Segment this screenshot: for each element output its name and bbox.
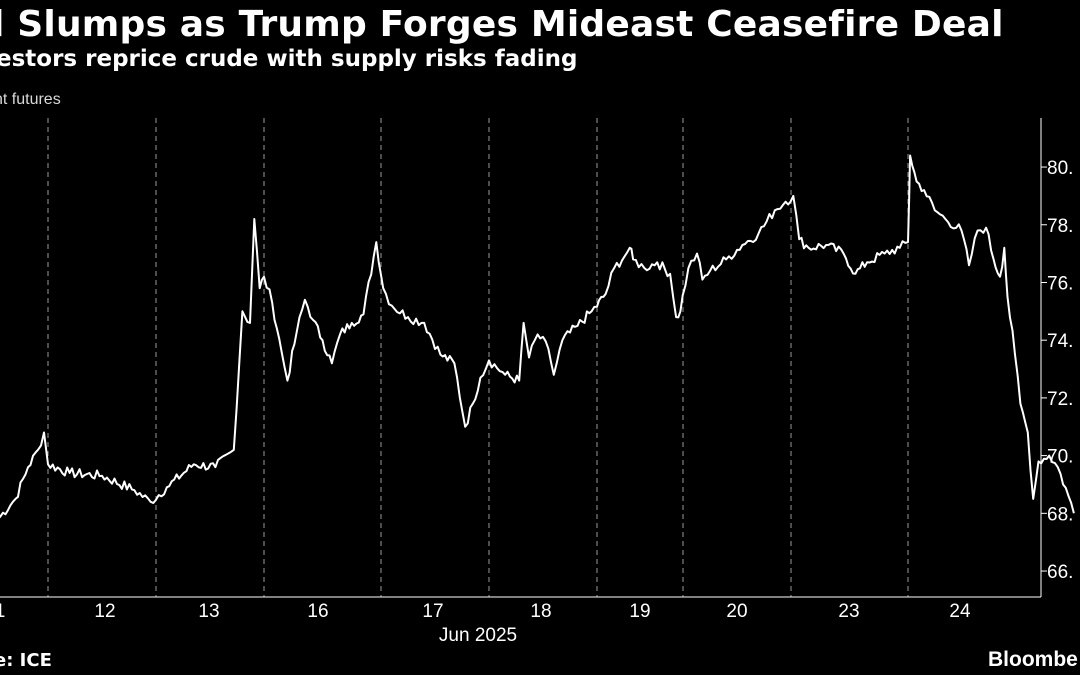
price-series-line: [0, 154, 1075, 519]
y-axis-ticks: 66.68.70.72.74.76.78.80.: [1041, 158, 1073, 583]
x-axis-ticks: 1 12 13 16 17 18 19 20 23 24: [0, 601, 971, 622]
x-tick-label: 18: [530, 601, 551, 622]
y-tick-label: 78.: [1047, 216, 1073, 237]
source-note: e: ICE: [0, 650, 52, 671]
x-tick-label: 17: [422, 601, 443, 622]
unit-label: nt futures: [0, 91, 61, 108]
y-tick-label: 68.: [1047, 504, 1073, 525]
brand-logo-text: Bloombe: [988, 648, 1078, 671]
y-tick-label: 80.: [1047, 158, 1073, 179]
x-tick-label: 13: [198, 601, 219, 622]
x-tick-label: 23: [838, 601, 859, 622]
x-tick-label: 20: [726, 601, 747, 622]
day-separators: [47, 118, 909, 597]
x-tick-label: 12: [94, 601, 115, 622]
y-tick-label: 74.: [1047, 331, 1073, 352]
y-tick-label: 76.: [1047, 273, 1073, 294]
x-tick-label: 16: [307, 601, 328, 622]
x-tick-label: 1: [0, 601, 5, 622]
chart-title: l Slumps as Trump Forges Mideast Ceasefi…: [0, 4, 1004, 45]
y-tick-label: 72.: [1047, 389, 1073, 410]
x-month-label: Jun 2025: [439, 625, 517, 646]
y-tick-label: 66.: [1047, 562, 1073, 583]
x-tick-label: 19: [629, 601, 650, 622]
chart-subtitle: estors reprice crude with supply risks f…: [0, 46, 578, 72]
x-tick-label: 24: [949, 601, 971, 622]
